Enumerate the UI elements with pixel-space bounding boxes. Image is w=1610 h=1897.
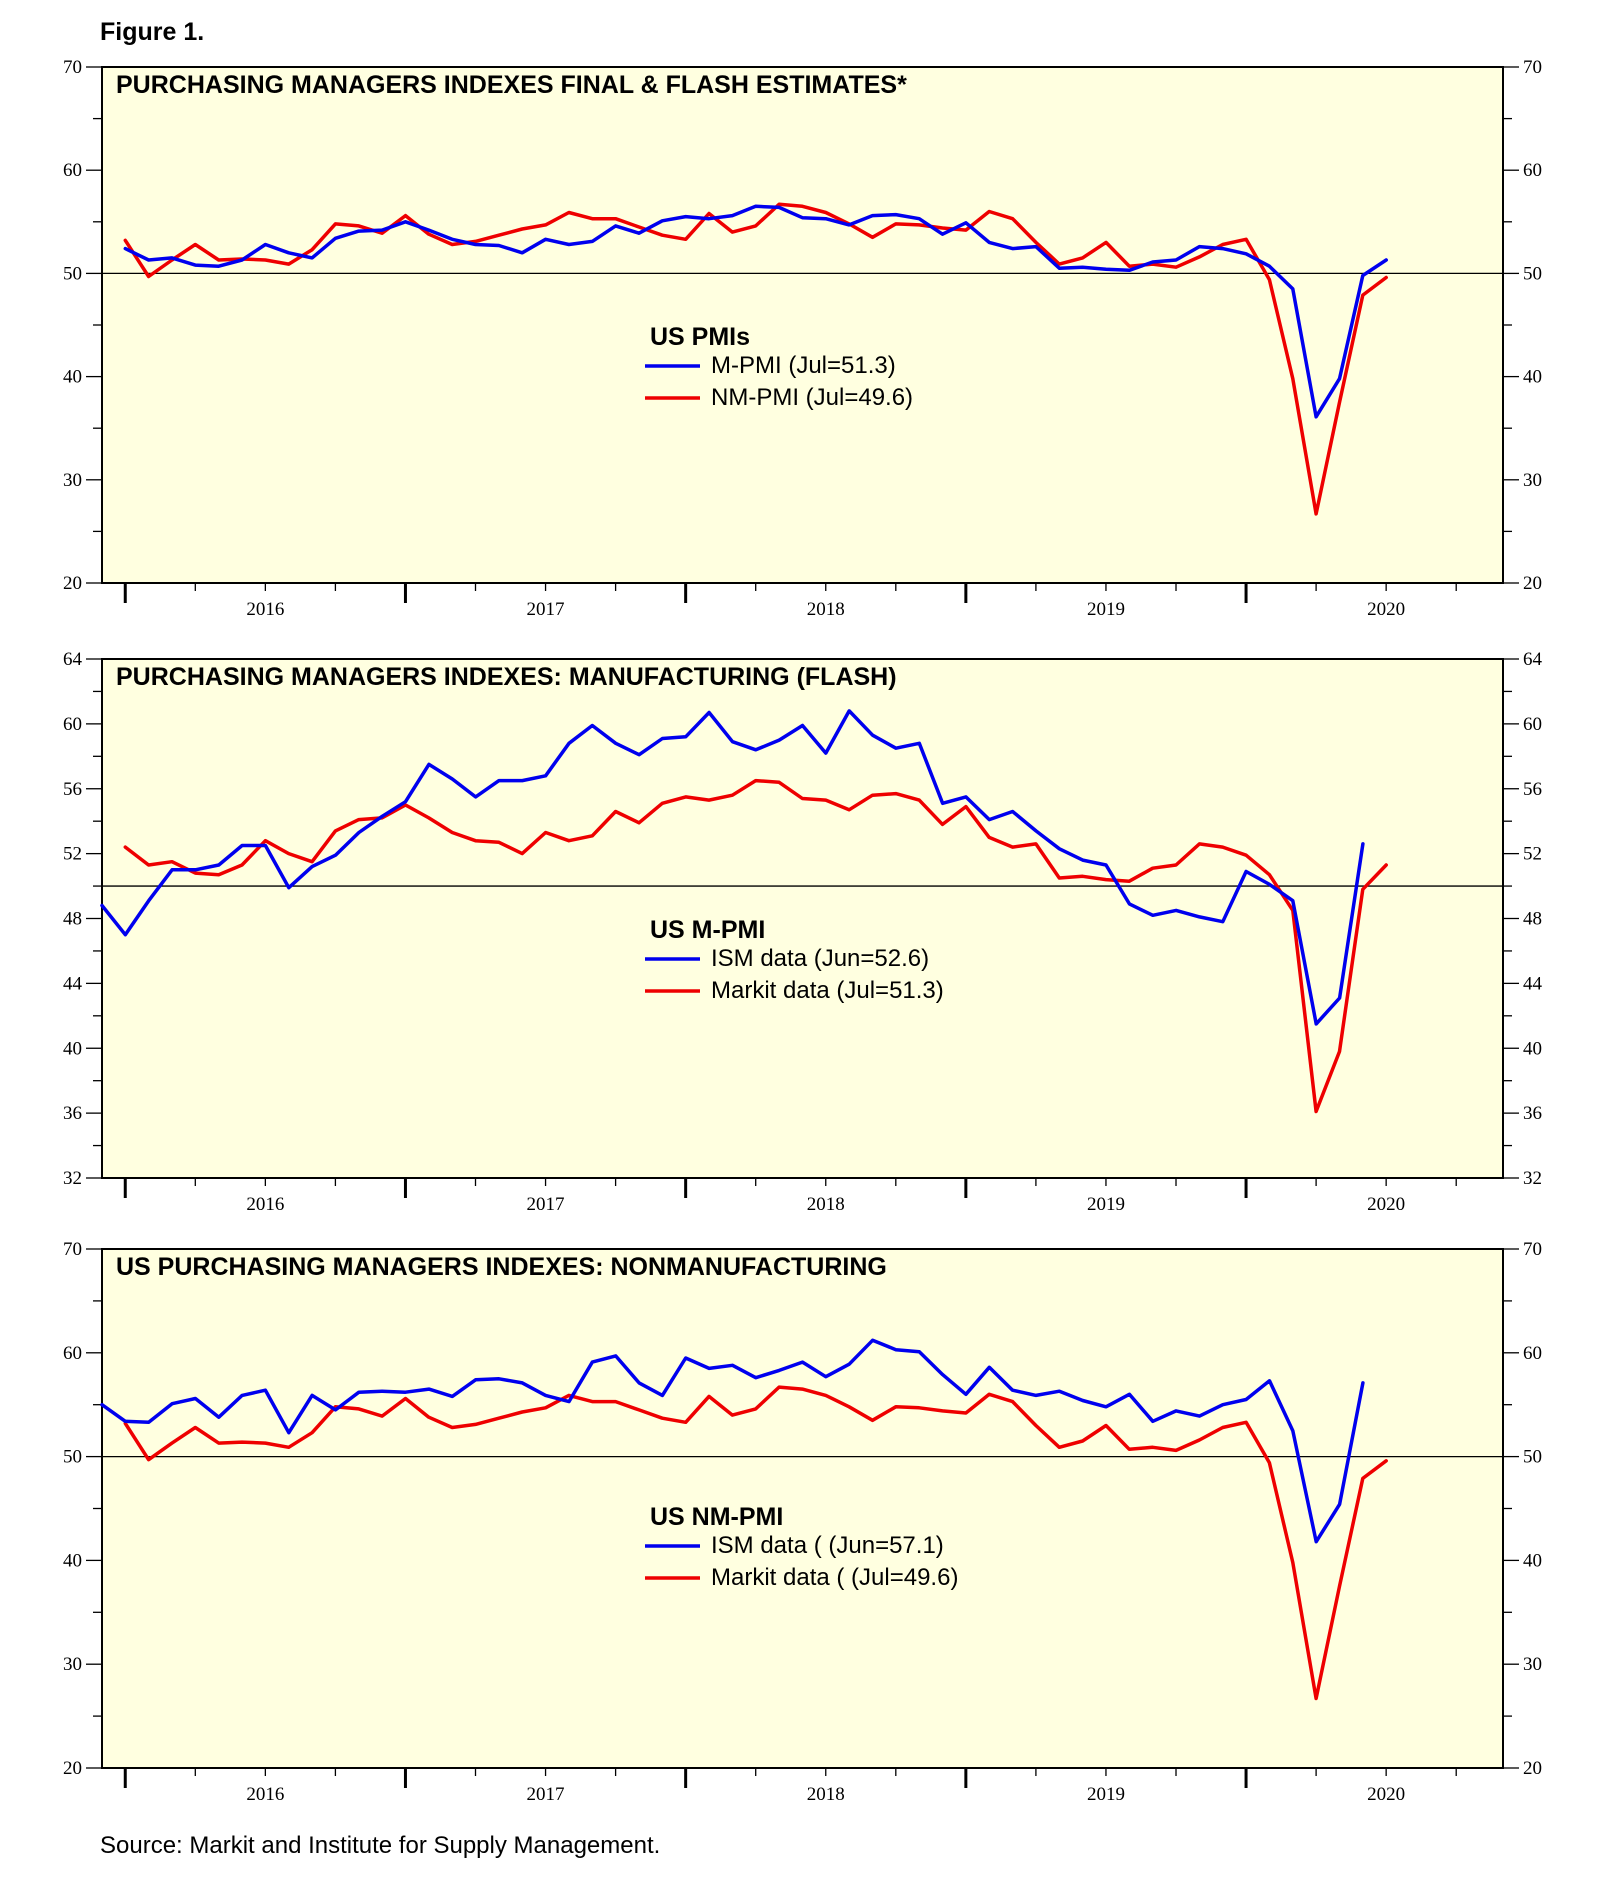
y-tick-label-right: 20 [1523, 1758, 1542, 1779]
plot-area [101, 66, 1504, 584]
plot-area [101, 658, 1504, 1179]
y-tick-label-left: 36 [63, 1103, 82, 1124]
plot-area [101, 1248, 1504, 1769]
y-tick-label-left: 30 [63, 470, 82, 491]
y-tick-label-right: 70 [1523, 57, 1542, 78]
y-tick-label-left: 20 [63, 573, 82, 594]
y-tick-label-right: 48 [1523, 909, 1542, 930]
y-tick-label-left: 52 [63, 844, 82, 865]
x-year-label: 2020 [1367, 599, 1405, 620]
x-year-label: 2019 [1087, 599, 1125, 620]
y-tick-label-left: 50 [63, 263, 82, 284]
y-tick-label-left: 60 [63, 714, 82, 735]
y-tick-label-left: 60 [63, 1343, 82, 1364]
legend-label: ISM data (Jun=52.6) [711, 945, 929, 972]
y-tick-label-right: 70 [1523, 1239, 1542, 1260]
y-tick-label-left: 40 [63, 367, 82, 388]
series-line-blue [100, 1338, 1365, 1544]
x-year-label: 2017 [527, 599, 565, 620]
y-tick-label-left: 48 [63, 909, 82, 930]
chart-2: 32 32 36 36 40 40 44 44 48 48 52 52 56 56 60 60 64 64 2016… [63, 649, 1543, 1215]
x-year-label: 2016 [246, 1194, 284, 1215]
y-tick-label-right: 32 [1523, 1168, 1542, 1189]
x-year-label: 2020 [1367, 1784, 1405, 1805]
y-tick-label-left: 50 [63, 1447, 82, 1468]
x-year-label: 2020 [1367, 1194, 1405, 1215]
series-line-red [123, 778, 1388, 1114]
y-tick-label-right: 50 [1523, 1447, 1542, 1468]
series-line-red [123, 1385, 1388, 1701]
x-year-label: 2017 [527, 1784, 565, 1805]
source-note: Source: Markit and Institute for Supply … [100, 1832, 661, 1859]
y-tick-label-right: 60 [1523, 714, 1542, 735]
series-line-blue [123, 204, 1388, 419]
y-tick-label-left: 40 [63, 1550, 82, 1571]
x-year-label: 2016 [246, 1784, 284, 1805]
y-tick-label-right: 52 [1523, 844, 1542, 865]
y-tick-label-right: 20 [1523, 573, 1542, 594]
y-tick-label-left: 32 [63, 1168, 82, 1189]
legend-label: M-PMI (Jul=51.3) [711, 352, 896, 379]
legend-title: US NM-PMI [650, 1503, 783, 1531]
y-tick-label-right: 56 [1523, 779, 1542, 800]
chart-title: PURCHASING MANAGERS INDEXES FINAL & FLAS… [116, 71, 907, 99]
legend-title: US M-PMI [650, 916, 765, 944]
y-tick-label-left: 20 [63, 1758, 82, 1779]
x-year-label: 2018 [807, 1194, 845, 1215]
y-tick-label-left: 64 [63, 649, 83, 670]
legend-label: Markit data (Jul=51.3) [711, 977, 944, 1004]
y-tick-label-right: 30 [1523, 1654, 1542, 1675]
x-year-label: 2017 [527, 1194, 565, 1215]
y-tick-label-right: 50 [1523, 263, 1542, 284]
y-tick-label-right: 40 [1523, 367, 1542, 388]
figure-label: Figure 1. [100, 18, 205, 46]
y-tick-label-left: 56 [63, 779, 82, 800]
x-year-label: 2018 [807, 1784, 845, 1805]
x-year-label: 2019 [1087, 1194, 1125, 1215]
y-tick-label-left: 44 [63, 973, 83, 994]
series-line-blue [100, 709, 1365, 1026]
legend-label: Markit data ( (Jul=49.6) [711, 1564, 958, 1591]
y-tick-label-right: 64 [1523, 649, 1543, 670]
series-line-red [123, 202, 1388, 516]
chart-title: PURCHASING MANAGERS INDEXES: MANUFACTURI… [116, 663, 897, 691]
legend-label: NM-PMI (Jul=49.6) [711, 384, 913, 411]
x-year-label: 2019 [1087, 1784, 1125, 1805]
y-tick-label-right: 40 [1523, 1038, 1542, 1059]
legend-title: US PMIs [650, 323, 750, 351]
y-tick-label-right: 36 [1523, 1103, 1542, 1124]
y-tick-label-left: 40 [63, 1038, 82, 1059]
y-tick-label-left: 30 [63, 1654, 82, 1675]
y-tick-label-left: 60 [63, 160, 82, 181]
y-tick-label-right: 60 [1523, 1343, 1542, 1364]
chart-title: US PURCHASING MANAGERS INDEXES: NONMANUF… [116, 1253, 887, 1281]
x-year-label: 2018 [807, 599, 845, 620]
x-year-label: 2016 [246, 599, 284, 620]
y-tick-label-left: 70 [63, 1239, 82, 1260]
legend-label: ISM data ( (Jun=57.1) [711, 1532, 944, 1559]
y-tick-label-left: 70 [63, 57, 82, 78]
y-tick-label-right: 40 [1523, 1550, 1542, 1571]
y-tick-label-right: 30 [1523, 470, 1542, 491]
y-tick-label-right: 44 [1523, 973, 1543, 994]
y-tick-label-right: 60 [1523, 160, 1542, 181]
